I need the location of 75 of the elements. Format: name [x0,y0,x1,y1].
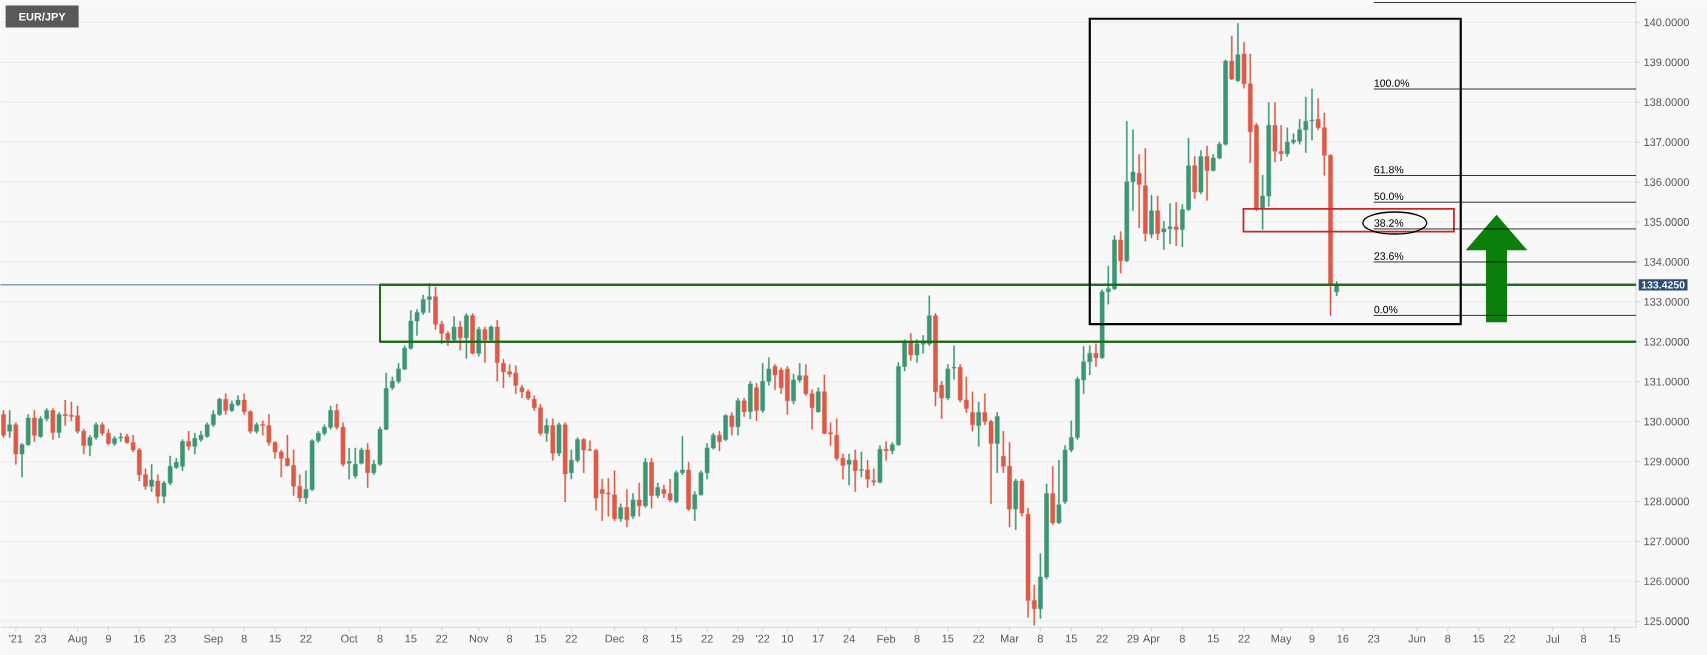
x-tick-label: Aug [67,634,87,645]
y-tick-label: 130.0000 [1644,417,1689,426]
x-tick-label: May [1271,634,1292,645]
x-tick-label: Sep [204,634,223,645]
x-tick-label: 22 [1503,634,1516,643]
x-tick-label: '21 [9,634,23,643]
ref-line-label: 100.0% [1374,79,1410,87]
y-tick-label: 128.0000 [1644,497,1689,506]
x-tick-label: 8 [914,634,920,643]
x-tick-label: 8 [1580,634,1587,643]
x-tick-label: 15 [535,634,547,643]
x-tick-label: 15 [405,634,417,643]
x-tick-label: Feb [877,634,896,643]
x-tick-label: 16 [134,634,145,643]
x-tick-label: 10 [782,634,794,643]
x-tick-label: 23 [164,634,176,643]
x-tick-label: Apr [1142,634,1160,645]
y-tick-label: 139.0000 [1644,58,1689,67]
x-tick-label: 8 [1445,634,1451,643]
x-tick-label: 22 [973,634,985,643]
x-tick-label: 22 [300,634,312,643]
x-tick-label: 8 [1179,634,1185,643]
y-tick-label: 137.0000 [1644,138,1689,146]
y-tick-label: 127.0000 [1644,537,1689,546]
x-tick-label: 15 [942,634,954,643]
x-tick-label: 23 [1368,634,1380,643]
x-tick-label: Jul [1545,634,1559,643]
ref-line-label: 0.0% [1374,305,1398,314]
y-tick-label: 138.0000 [1644,98,1689,106]
y-tick-label: 131.0000 [1644,377,1689,386]
y-tick-label: 140.0000 [1644,18,1689,27]
x-tick-label: Oct [341,634,358,643]
text: EUR/JPY [19,12,66,21]
x-tick-label: 8 [241,634,247,643]
y-tick-label: 125.0000 [1644,617,1689,626]
x-tick-label: 16 [1337,634,1349,643]
x-tick-label: Jun [1408,634,1426,643]
ref-line-label: 38.2% [1374,219,1404,227]
ref-line-label: 50.0% [1374,192,1404,200]
y-tick-label: 134.0000 [1644,257,1689,266]
x-tick-label: 15 [1609,634,1621,643]
x-tick-label: 22 [565,634,577,643]
x-tick-label: 23 [34,634,47,643]
x-tick-label: 9 [105,634,111,643]
x-tick-label: 22 [1096,634,1108,643]
x-tick-label: 15 [269,634,281,643]
ref-line-label: 61.8% [1374,165,1404,174]
x-tick-label: 15 [1207,634,1219,643]
x-tick-label: 9 [1309,634,1315,643]
y-tick-label: 136.0000 [1644,178,1689,186]
x-tick-label: 15 [1065,634,1077,643]
y-tick-label: 133.0000 [1644,297,1689,306]
y-tick-label: 132.0000 [1644,337,1689,346]
x-tick-label: 15 [670,634,682,643]
y-tick-label: 135.0000 [1644,217,1689,226]
x-tick-label: 8 [1037,634,1043,643]
x-tick-label: 22 [436,634,448,643]
x-tick-label: 17 [812,634,824,643]
ref-line-label: 23.6% [1374,252,1404,260]
x-tick-label: 15 [1473,634,1485,643]
x-tick-label: 24 [843,634,855,643]
x-tick-label: 29 [732,634,744,643]
x-tick-label: 22 [701,634,713,643]
x-tick-label: 8 [377,634,383,643]
y-tick-label: 126.0000 [1644,577,1689,586]
y-tick-label: 129.0000 [1644,457,1689,466]
x-tick-label: 8 [642,634,648,643]
x-tick-label: Nov [469,634,489,643]
ref-line-label: 133.4250 [1641,281,1685,289]
x-tick-label: 8 [507,634,513,643]
x-tick-label: '22 [756,634,770,643]
x-tick-label: 29 [1127,634,1139,643]
x-tick-label: 22 [1238,634,1250,643]
x-tick-label: Dec [605,634,625,643]
x-tick-label: Mar [1000,634,1019,643]
